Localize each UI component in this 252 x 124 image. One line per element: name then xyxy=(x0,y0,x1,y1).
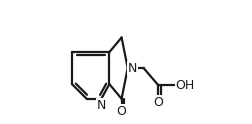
Text: N: N xyxy=(127,62,137,75)
Text: N: N xyxy=(96,99,106,112)
Text: O: O xyxy=(116,105,126,118)
Text: OH: OH xyxy=(175,79,194,92)
Text: O: O xyxy=(153,96,163,109)
